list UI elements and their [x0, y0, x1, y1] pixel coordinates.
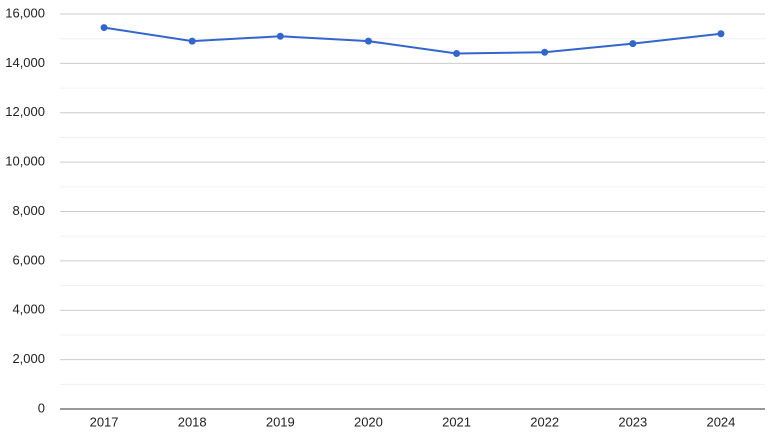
y-tick-label: 10,000 [5, 154, 45, 169]
y-tick-label: 8,000 [12, 203, 45, 218]
point [364, 37, 372, 45]
point [629, 40, 637, 48]
x-tick-label: 2018 [178, 414, 207, 429]
x-tick-label: 2020 [354, 414, 383, 429]
x-tick-label: 2024 [706, 414, 735, 429]
x-tick-label: 2017 [90, 414, 119, 429]
point [453, 50, 461, 57]
x-tick-label: 2022 [530, 414, 559, 429]
y-tick-label: 14,000 [5, 55, 45, 70]
point [717, 30, 725, 38]
x-tick-label: 2019 [266, 414, 295, 429]
point [276, 32, 284, 40]
x-tick-label: 2021 [442, 414, 471, 429]
point [100, 24, 108, 32]
y-tick-label: 12,000 [5, 104, 45, 119]
y-tick-label: 0 [38, 400, 45, 415]
x-tick-label: 2023 [618, 414, 647, 429]
point [188, 37, 196, 45]
point [541, 48, 549, 56]
y-tick-label: 2,000 [12, 351, 45, 366]
line [103, 26, 722, 55]
y-tick-label: 6,000 [12, 252, 45, 267]
y-tick-label: 4,000 [12, 302, 45, 317]
y-tick-label: 16,000 [5, 5, 45, 20]
